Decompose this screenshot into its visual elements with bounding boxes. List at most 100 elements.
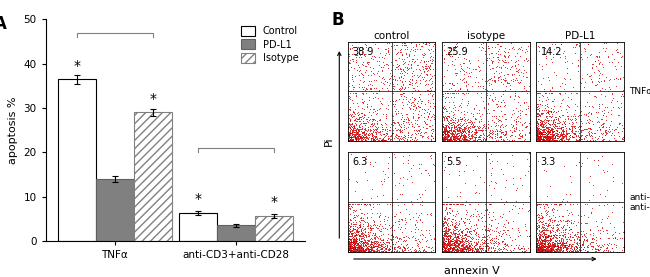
Point [344,242,355,246]
Point [558,243,568,247]
Point [430,222,441,226]
Point [356,231,366,236]
Point [445,138,455,143]
Point [419,70,430,74]
Point [363,245,373,250]
Point [536,211,546,216]
Point [532,244,542,248]
Point [540,244,551,248]
Point [442,134,452,138]
Point [452,238,463,243]
Point [358,134,368,139]
Point [452,55,463,60]
Point [586,210,597,215]
Point [554,250,565,254]
Point [344,226,354,230]
Point [414,213,424,217]
Point [587,119,597,124]
Point [438,223,448,227]
Point [359,226,370,230]
Point [469,246,480,251]
Point [549,243,559,248]
Point [348,137,358,142]
Point [393,67,403,71]
Point [595,231,606,235]
Point [415,202,425,206]
Point [393,219,403,223]
Point [541,123,551,127]
Point [482,91,493,96]
Point [498,224,508,228]
Point [445,137,456,142]
Point [448,241,458,246]
Point [540,244,551,248]
Point [364,79,374,83]
Point [430,138,441,142]
Point [400,60,411,65]
Point [462,87,472,91]
Point [374,62,384,67]
Point [531,245,541,250]
Point [562,137,573,141]
Point [456,202,467,206]
Point [545,134,555,138]
Point [536,139,547,143]
Point [441,132,452,136]
Point [508,110,519,115]
Point [441,202,452,206]
Point [480,108,491,113]
Point [563,117,573,121]
Point [535,114,545,119]
Point [456,117,467,122]
Point [440,240,450,245]
Point [535,120,545,124]
Point [382,134,393,138]
Point [459,134,469,138]
Point [421,239,431,243]
Point [393,244,404,249]
Point [350,237,360,242]
Point [513,114,523,118]
Point [571,202,582,206]
Point [350,245,360,249]
Point [350,249,360,253]
Point [374,99,385,104]
Point [437,131,447,136]
Point [440,127,450,131]
Point [469,244,479,248]
Point [539,132,549,136]
Point [419,75,430,79]
Point [541,248,551,252]
Point [543,233,553,238]
Point [368,242,378,247]
Point [543,136,553,140]
Point [347,240,358,245]
Point [415,131,425,135]
Point [440,132,450,136]
Point [445,206,455,211]
Point [521,157,532,161]
Point [389,155,400,159]
Point [582,55,592,60]
Point [402,46,412,51]
Point [358,78,369,83]
Point [474,120,484,125]
Point [447,137,458,142]
Point [619,248,629,252]
Point [368,117,378,122]
Point [599,78,609,83]
Point [382,238,392,242]
Point [389,83,399,88]
Point [548,132,558,137]
Point [448,137,458,141]
Point [586,111,596,115]
Point [447,135,458,139]
Point [574,237,584,241]
Point [389,74,399,78]
Point [476,138,486,143]
Point [346,204,356,208]
Point [380,127,390,131]
Point [439,248,449,252]
Point [553,245,564,249]
Point [352,127,363,132]
